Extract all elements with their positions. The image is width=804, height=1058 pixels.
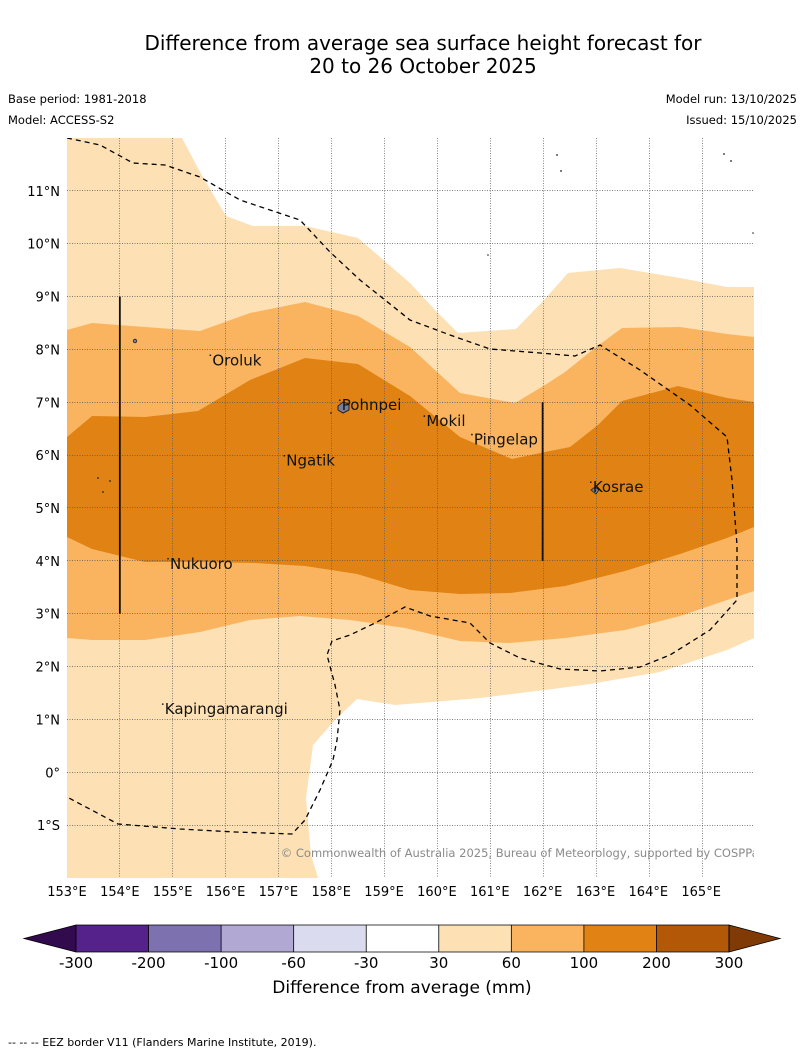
place-label: Pingelap	[474, 431, 538, 449]
contour-100-200	[67, 358, 754, 594]
islet-dot	[556, 154, 558, 156]
latitude-label: 2°N	[36, 661, 61, 676]
place-dot	[589, 481, 592, 484]
colorbar-under-arrow	[22, 924, 77, 953]
colorbar-tick-label: 300	[715, 954, 744, 972]
islet-dot	[560, 170, 562, 172]
longitude-label: 160°E	[417, 885, 457, 900]
longitude-label: 157°E	[259, 885, 299, 900]
place-labels: Oroluk Pohnpei Mokil Pingelap Ngatik Kosrae Nu…	[161, 351, 644, 718]
latitude-label: 4°N	[36, 555, 61, 570]
latitude-label: 7°N	[36, 396, 61, 411]
islet-dot	[723, 153, 725, 155]
latitude-label: 1°N	[36, 713, 61, 728]
longitude-label: 158°E	[311, 885, 351, 900]
eez-footnote: -- -- -- EEZ border V11 (Flanders Marine…	[8, 1036, 317, 1049]
colorbar-tick-label: -60	[281, 954, 306, 972]
model-run: Model run: 13/10/2025	[665, 92, 797, 106]
islet-dot	[752, 232, 754, 234]
longitude-label: 156°E	[206, 885, 246, 900]
colorbar-bin	[511, 925, 584, 952]
longitude-label: 163°E	[576, 885, 616, 900]
longitude-label: 161°E	[470, 885, 510, 900]
latitude-label: 10°N	[27, 238, 60, 253]
title-line-2: 20 to 26 October 2025	[309, 54, 537, 78]
model-name: Model: ACCESS-S2	[8, 113, 115, 127]
colorbar-bin	[656, 925, 729, 952]
latitude-label: 3°N	[36, 608, 61, 623]
longitude-label: 155°E	[153, 885, 193, 900]
place-label: Kosrae	[593, 478, 644, 496]
place-label: Oroluk	[212, 351, 261, 369]
place-dot	[423, 415, 426, 417]
latitude-label: 9°N	[36, 291, 61, 306]
islet-dot	[487, 254, 489, 256]
colorbar-bin	[293, 925, 367, 952]
sea-level-map: Oroluk Pohnpei Mokil Pingelap Ngatik Kosrae Nu…	[67, 138, 765, 878]
colorbar-tick-label: -30	[354, 954, 379, 972]
longitude-label: 164°E	[629, 885, 669, 900]
latitude-labels: 11°N 10°N 9°N 8°N 7°N 6°N 5°N 4°N 3°N 2°N 1°N 0° 1°S	[27, 185, 60, 834]
colorbar-tick-label: 200	[642, 954, 671, 972]
colorbar-bin	[148, 925, 222, 952]
longitude-label: 153°E	[47, 885, 87, 900]
place-dot	[283, 454, 286, 457]
latitude-label: 6°N	[36, 449, 61, 464]
longitude-label: 162°E	[523, 885, 563, 900]
place-dot	[209, 354, 212, 357]
oroluk-atoll-shape	[132, 338, 138, 344]
latitude-label: 8°N	[36, 343, 61, 358]
islet-dot	[109, 480, 111, 482]
latitude-label: 0°	[45, 766, 60, 781]
colorbar-tick-label: 60	[502, 954, 521, 972]
issued-date: Issued: 15/10/2025	[686, 113, 797, 127]
longitude-labels: 153°E 154°E 155°E 156°E 157°E 158°E 159°E 160°E…	[47, 885, 721, 900]
place-label: Nukuoro	[170, 555, 233, 573]
colorbar-tick-label: 30	[429, 954, 448, 972]
copyright-notice: © Commonwealth of Australia 2025, Bureau…	[281, 846, 765, 860]
colorbar-bin	[583, 925, 657, 952]
islet-dot	[97, 477, 99, 479]
colorbar-bin	[76, 925, 149, 952]
colorbar-bin	[366, 925, 439, 952]
islet-dot	[330, 412, 332, 414]
longitude-label: 159°E	[364, 885, 404, 900]
title-line-1: Difference from average sea surface heig…	[144, 31, 702, 55]
place-dot	[161, 703, 164, 706]
place-label: Pohnpei	[342, 396, 402, 414]
colorbar-bin	[438, 925, 512, 952]
base-period: Base period: 1981-2018	[8, 92, 147, 106]
latitude-label: 5°N	[36, 502, 61, 517]
islet-dot	[730, 160, 732, 162]
colorbar-over-arrow	[728, 924, 782, 953]
colorbar: -300 -200 -100 -60 -30 30 60 100 200 300	[22, 924, 782, 972]
colorbar-tick-label: -300	[59, 954, 93, 972]
place-label: Mokil	[426, 412, 465, 430]
map-title: Difference from average sea surface heig…	[0, 32, 804, 78]
place-dot	[167, 557, 169, 560]
latitude-label: 1°S	[37, 819, 60, 834]
colorbar-title: Difference from average (mm)	[272, 978, 532, 998]
colorbar-tick-label: 100	[570, 954, 599, 972]
colorbar-tick-label: -200	[132, 954, 166, 972]
longitude-label: 154°E	[100, 885, 140, 900]
islet-dot	[102, 491, 104, 493]
place-dot	[338, 399, 341, 402]
islands	[97, 153, 754, 495]
place-label: Ngatik	[286, 452, 335, 470]
colorbar-tick-label: -100	[204, 954, 238, 972]
marker-lines	[118, 296, 544, 614]
colorbar-bin	[221, 925, 294, 952]
kosrae-island-shape	[590, 486, 600, 495]
pohnpei-island-shape	[337, 401, 350, 414]
longitude-label: 165°E	[681, 885, 721, 900]
graticule	[67, 138, 754, 878]
place-label: Kapingamarangi	[165, 700, 288, 718]
place-dot	[471, 433, 473, 436]
latitude-label: 11°N	[27, 185, 60, 200]
